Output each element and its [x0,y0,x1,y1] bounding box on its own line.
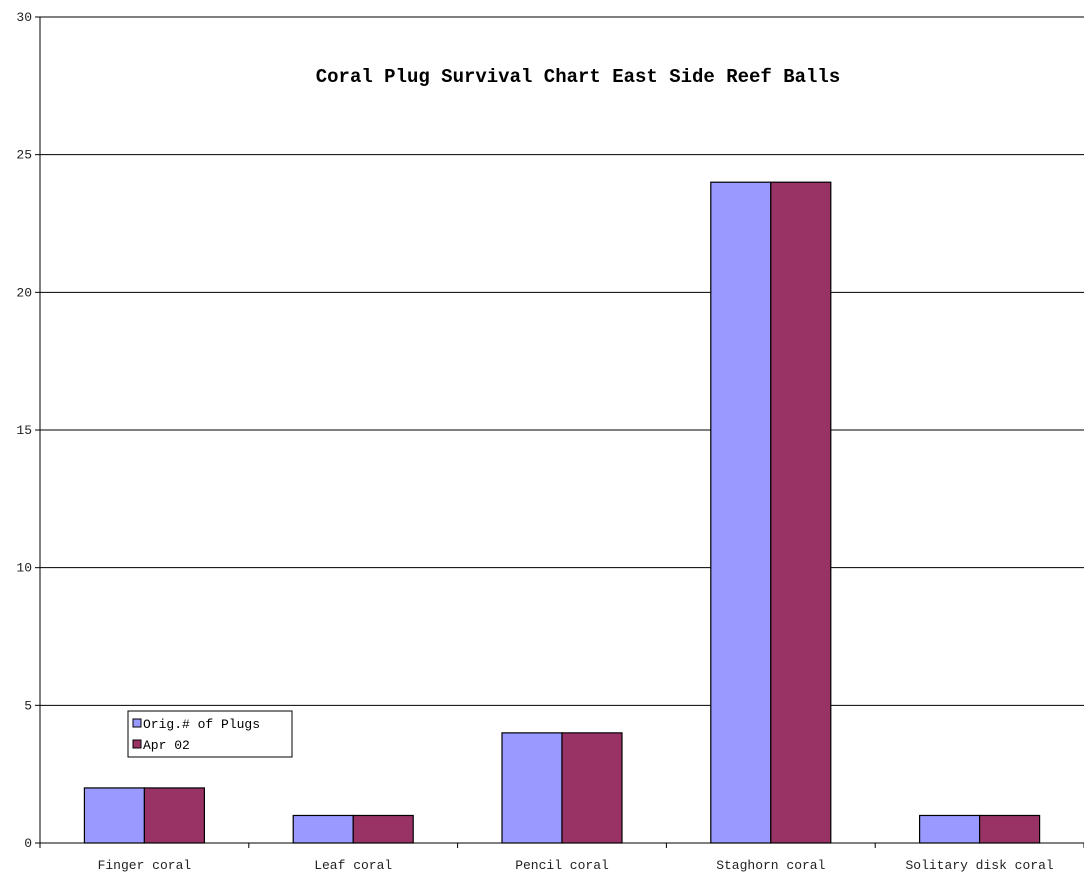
y-tick-label: 30 [16,10,32,25]
y-tick-label: 0 [24,836,32,851]
y-tick-label: 20 [16,285,32,300]
x-tick-label: Leaf coral [314,858,392,873]
bar-orig-plugs [501,732,563,844]
legend: Orig.# of Plugs Apr 02 [127,710,293,758]
y-axis-ticks: 0 5 10 15 20 25 30 [16,10,40,851]
x-tick-label: Solitary disk coral [905,858,1053,873]
y-tick-label: 5 [24,698,32,713]
legend-box [127,710,293,758]
bar-orig-plugs [83,787,146,844]
legend-label: Apr 02 [143,738,190,753]
chart-title: Coral Plug Survival Chart East Side Reef… [316,66,841,88]
y-tick-label: 15 [16,423,32,438]
bar-orig-plugs [710,181,772,844]
x-axis-ticks: Finger coral Leaf coral Pencil coral Stagho… [39,843,1084,873]
bar-apr-02 [143,787,205,844]
legend-swatch [132,718,142,728]
gridlines [40,16,1084,706]
bar-orig-plugs [292,814,354,844]
y-tick-label: 25 [16,148,32,163]
bar-apr-02 [352,814,414,844]
bar-apr-02 [770,181,832,844]
bars [83,181,1041,844]
bar-apr-02 [561,732,623,844]
x-tick-label: Staghorn coral [716,858,825,873]
bar-apr-02 [978,814,1041,844]
legend-swatch [132,739,142,749]
y-tick-label: 10 [16,561,32,576]
x-tick-label: Finger coral [98,858,192,873]
x-tick-label: Pencil coral [515,858,609,873]
bar-orig-plugs [918,814,981,844]
legend-label: Orig.# of Plugs [143,717,260,732]
